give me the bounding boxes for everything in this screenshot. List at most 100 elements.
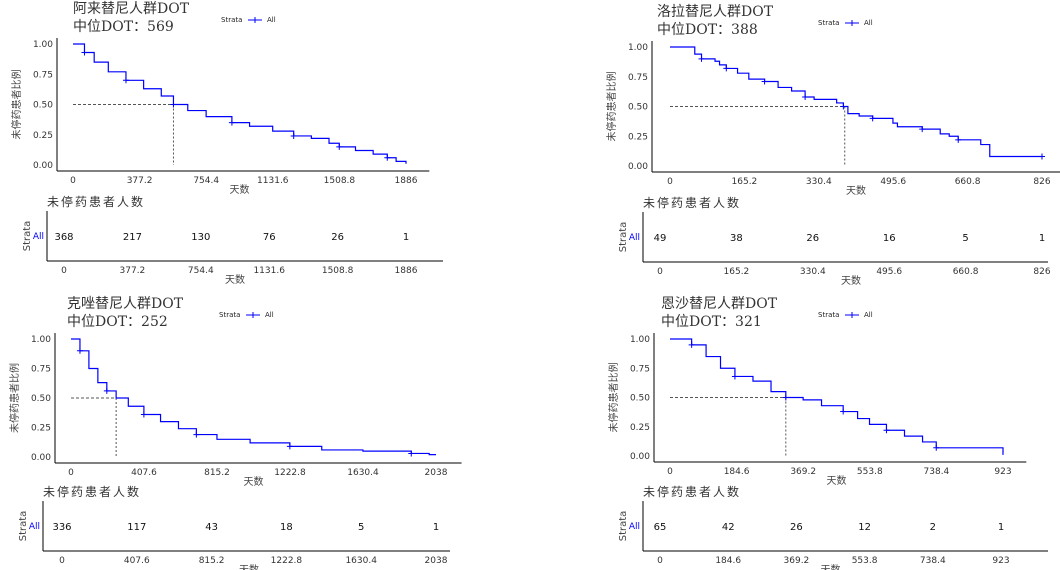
censor-mark (1039, 153, 1045, 160)
y-tick-label: 0.75 (31, 365, 51, 375)
x-tick-label: 0 (667, 177, 673, 187)
risk-count: 76 (263, 232, 276, 243)
x-tick-label: 0 (667, 467, 673, 477)
y-tick-label: 0.75 (628, 73, 648, 83)
censor-mark (103, 387, 110, 394)
y-tick-label: 1.00 (33, 40, 53, 50)
censor-mark (336, 143, 343, 150)
risk-x-tick-label: 0 (61, 266, 67, 276)
risk-x-tick-label: 553.8 (852, 556, 878, 566)
survival-curve (670, 46, 1042, 158)
legend-label: All (864, 19, 873, 27)
censor-mark (290, 132, 297, 139)
risk-x-tick-label: 1886 (395, 266, 418, 276)
x-tick-label: 330.4 (806, 177, 832, 187)
risk-x-tick-label: 407.6 (124, 556, 150, 566)
x-tick-label: 1222.8 (274, 468, 306, 478)
risk-x-tick-label: 377.2 (120, 266, 146, 276)
x-axis-label: 天数 (230, 183, 250, 196)
x-axis-label: 天数 (846, 184, 866, 197)
risk-count: 18 (280, 522, 293, 533)
risk-x-tick-label: 754.4 (188, 266, 214, 276)
x-tick-label: 495.6 (880, 177, 906, 187)
censor-mark (408, 450, 415, 457)
censor-mark (286, 443, 293, 450)
risk-table-title: 未停药患者人数 (643, 195, 741, 210)
y-tick-label: 0.75 (33, 70, 53, 80)
censor-mark (698, 55, 705, 62)
censor-mark (933, 444, 940, 451)
risk-x-tick-label: 923 (992, 556, 1009, 566)
x-tick-label: 407.6 (131, 468, 157, 478)
risk-x-tick-label: 0 (657, 267, 663, 277)
risk-x-tick-label: 495.6 (876, 267, 902, 277)
x-axis-label: 天数 (244, 475, 264, 488)
risk-x-tick-label: 815.2 (199, 556, 225, 566)
censor-mark (869, 115, 876, 122)
x-tick-label: 1508.8 (324, 176, 356, 186)
legend-title: Strata (818, 19, 839, 27)
censor-mark (384, 154, 391, 161)
risk-x-tick-label: 738.4 (920, 556, 946, 566)
risk-x-axis-label: 天数 (841, 274, 861, 287)
y-tick-label: 0.25 (630, 423, 650, 433)
risk-count: 16 (883, 233, 896, 244)
risk-count: 49 (654, 233, 667, 244)
y-axis-label: 未停药患者比例 (607, 363, 620, 433)
x-tick-label: 1630.4 (347, 468, 379, 478)
y-tick-label: 0.25 (31, 424, 51, 434)
x-tick-label: 377.2 (127, 176, 153, 186)
risk-count: 368 (54, 232, 73, 243)
y-tick-label: 1.00 (31, 335, 51, 345)
risk-x-tick-label: 1508.8 (322, 266, 354, 276)
risk-row-label: All (629, 233, 640, 243)
y-tick-label: 0.00 (31, 453, 51, 463)
median-dot-label: 中位DOT：321 (661, 314, 762, 330)
risk-x-tick-label: 2038 (425, 556, 448, 566)
risk-x-tick-label: 0 (59, 556, 65, 566)
risk-count: 38 (730, 233, 743, 244)
median-dot-label: 中位DOT：388 (657, 22, 758, 38)
censor-mark (228, 119, 235, 126)
risk-count: 26 (806, 233, 819, 244)
km-panel-4: 恩沙替尼人群DOT 中位DOT：321 Strata All 0.00 0.25 0.50 0… (607, 296, 1048, 570)
legend-label: All (864, 311, 873, 319)
legend-label: All (267, 16, 276, 24)
censor-mark (919, 126, 926, 133)
x-tick-label: 738.4 (924, 467, 950, 477)
x-tick-label: 0 (70, 176, 76, 186)
risk-x-tick-label: 369.2 (784, 556, 810, 566)
x-tick-label: 826 (1033, 177, 1050, 187)
risk-strata-label: Strata (18, 511, 29, 542)
chart-title: 恩沙替尼人群DOT (661, 296, 778, 312)
y-tick-label: 0.50 (628, 103, 648, 113)
chart-title: 阿来替尼人群DOT (73, 1, 190, 17)
x-tick-label: 369.2 (790, 467, 816, 477)
censor-mark (723, 65, 730, 72)
risk-count: 43 (205, 522, 218, 533)
censor-mark (122, 77, 129, 84)
risk-count: 217 (123, 232, 142, 243)
risk-strata-label: Strata (618, 511, 629, 542)
chart-title: 克唑替尼人群DOT (67, 296, 184, 312)
risk-x-tick-label: 1131.6 (253, 266, 285, 276)
risk-count: 1 (433, 522, 439, 533)
risk-count: 1 (1039, 233, 1045, 244)
risk-x-tick-label: 660.8 (953, 267, 979, 277)
risk-table-title: 未停药患者人数 (47, 194, 145, 209)
risk-count: 42 (722, 522, 735, 533)
risk-count: 117 (127, 522, 146, 533)
x-tick-label: 184.6 (724, 467, 750, 477)
x-axis-label: 天数 (827, 474, 847, 487)
risk-x-tick-label: 165.2 (724, 267, 750, 277)
risk-x-tick-label: 1222.8 (271, 556, 303, 566)
survival-curve (73, 43, 407, 164)
risk-x-tick-label: 1630.4 (345, 556, 377, 566)
y-tick-label: 0.50 (630, 394, 650, 404)
risk-count: 2 (930, 522, 936, 533)
y-tick-label: 0.00 (630, 452, 650, 462)
survival-curve (71, 338, 436, 456)
